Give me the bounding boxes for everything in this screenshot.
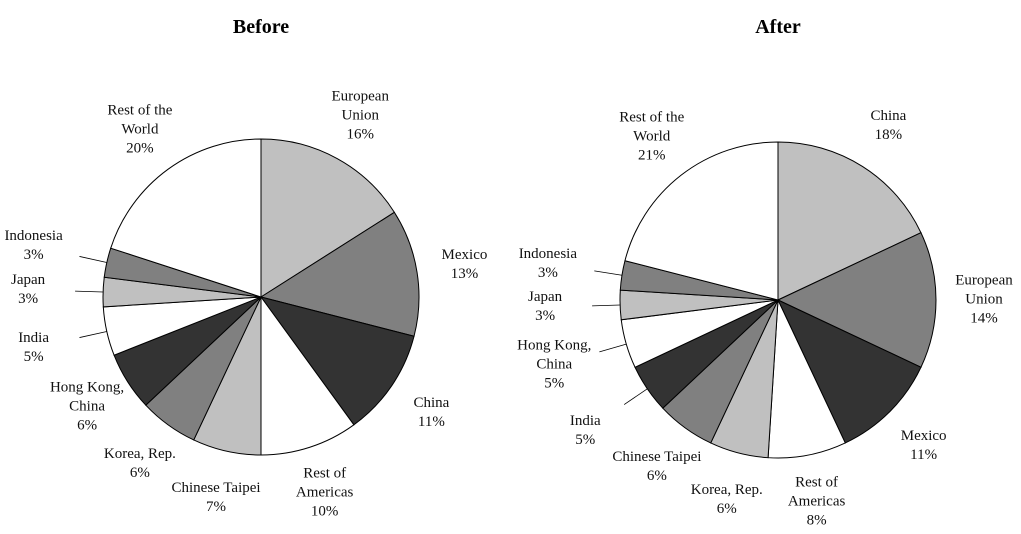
- slice-label: Indonesia 3%: [500, 245, 596, 283]
- slice-value: 3%: [23, 247, 44, 264]
- pie-slice: [110, 138, 262, 298]
- slice-value: 6%: [77, 417, 98, 434]
- leader-line: [79, 331, 107, 338]
- slice-value: 11%: [417, 413, 445, 430]
- slice-value: 5%: [575, 431, 596, 448]
- slice-label: Hong Kong, China 6%: [39, 379, 135, 436]
- chart-title: Before: [232, 16, 290, 38]
- slice-name: Rest of the World: [107, 102, 173, 138]
- pie-slice: [776, 298, 922, 444]
- slice-value: 6%: [646, 467, 667, 484]
- slice-name: China: [870, 108, 907, 125]
- pie-slice: [260, 295, 355, 456]
- slice-value: 6%: [129, 464, 150, 481]
- slice-label: India 5%: [537, 412, 633, 450]
- slice-label: European Union 14%: [936, 272, 1021, 329]
- slice-label: China 11%: [383, 394, 479, 432]
- slice-value: 14%: [970, 310, 998, 327]
- slice-value: 20%: [126, 140, 154, 157]
- leader-line: [594, 270, 623, 276]
- leader-line: [623, 388, 648, 405]
- slice-label: European Union 16%: [312, 88, 408, 145]
- slice-label: Korea, Rep. 6%: [679, 481, 775, 519]
- slice-value: 21%: [637, 147, 666, 164]
- slice-value: 5%: [23, 348, 44, 365]
- slice-value: 18%: [874, 127, 903, 144]
- leader-line: [592, 304, 621, 307]
- slice-label: Chinese Taipei 7%: [168, 479, 264, 517]
- slice-label: Korea, Rep. 6%: [92, 445, 188, 483]
- slice-name: Rest of Americas: [295, 465, 354, 501]
- slice-value: 3%: [537, 264, 558, 281]
- pie-slice: [260, 138, 396, 298]
- slice-label: Rest of the World 20%: [92, 102, 188, 159]
- slice-name: Indonesia: [4, 228, 63, 245]
- slice-value: 10%: [310, 503, 339, 520]
- slice-name: Mexico: [900, 427, 947, 444]
- slice-name: China: [413, 394, 450, 411]
- slice-label: Mexico 11%: [876, 427, 972, 465]
- slice-label: Hong Kong, China 5%: [506, 337, 602, 394]
- slice-name: Rest of Americas: [787, 474, 846, 510]
- leader-line: [75, 290, 104, 293]
- slice-name: India: [569, 412, 601, 429]
- slice-name: Japan: [11, 271, 46, 288]
- slice-value: 5%: [544, 375, 565, 392]
- slice-name: Mexico: [441, 246, 488, 263]
- slice-name: Korea, Rep.: [103, 445, 176, 462]
- pie-slice: [776, 232, 937, 368]
- pie-slice: [624, 141, 779, 301]
- slice-label: Rest of Americas 8%: [769, 474, 865, 531]
- slice-name: Indonesia: [518, 245, 578, 262]
- slice-value: 3%: [535, 308, 556, 325]
- slice-name: Hong Kong, China: [49, 379, 125, 415]
- slice-value: 13%: [450, 265, 479, 282]
- pie-slice: [259, 296, 415, 426]
- slice-name: Korea, Rep.: [690, 481, 763, 498]
- slice-value: 7%: [206, 499, 227, 516]
- slice-name: Hong Kong, China: [517, 337, 592, 373]
- slice-value: 16%: [346, 126, 374, 143]
- slice-label: Chinese Taipei 6%: [609, 448, 705, 486]
- slice-label: Rest of Americas 10%: [277, 464, 373, 521]
- slice-name: Japan: [528, 289, 563, 306]
- slice-label: India 5%: [0, 329, 82, 367]
- slice-value: 3%: [18, 290, 39, 307]
- slice-value: 8%: [806, 512, 827, 529]
- slice-name: Chinese Taipei: [171, 480, 261, 497]
- leader-line: [599, 343, 627, 353]
- slice-name: India: [18, 329, 50, 346]
- slice-label: Rest of the World 21%: [604, 109, 700, 166]
- slice-label: Japan 3%: [497, 288, 593, 326]
- slice-name: European Union: [955, 272, 1013, 308]
- slice-label: Mexico 13%: [416, 246, 512, 284]
- pie-slice: [259, 211, 420, 337]
- slice-value: 6%: [716, 500, 737, 517]
- slice-label: Japan 3%: [0, 271, 76, 309]
- chart-title: After: [755, 16, 801, 38]
- pie-slice: [777, 141, 922, 301]
- slice-name: European Union: [331, 88, 389, 124]
- slice-name: Chinese Taipei: [612, 448, 702, 465]
- leader-line: [79, 256, 107, 263]
- slice-value: 11%: [910, 446, 938, 463]
- slice-label: China 18%: [840, 107, 936, 145]
- slice-name: Rest of the World: [619, 109, 685, 145]
- slice-label: Indonesia 3%: [0, 227, 82, 265]
